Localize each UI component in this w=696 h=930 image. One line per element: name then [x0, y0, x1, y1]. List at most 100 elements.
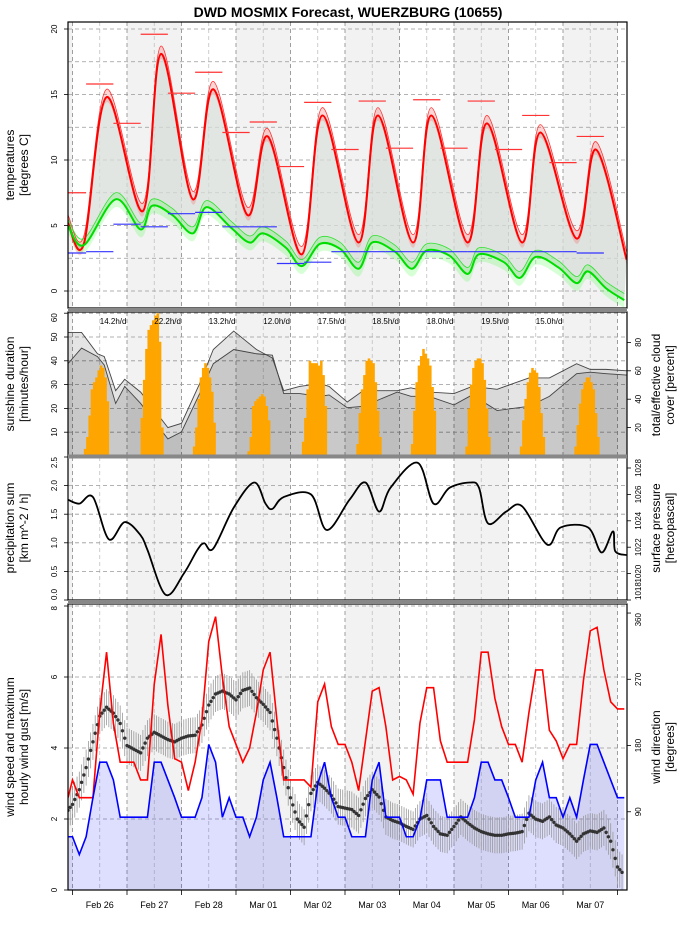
wind-direction-dot: [563, 828, 567, 832]
wind-direction-dot: [123, 736, 127, 740]
cloud-ylabel-line2: cover [percent]: [663, 345, 677, 424]
sunshine-bar: [467, 408, 471, 456]
wind-direction-dot: [531, 815, 536, 819]
sunshine-bar: [417, 365, 421, 456]
sunshine-bar: [431, 386, 434, 456]
sunshine-bar: [158, 341, 162, 456]
wind-direction-dot: [615, 865, 620, 869]
sunshine-bar: [322, 375, 325, 456]
wind-direction-dot: [361, 802, 365, 806]
wind-direction-dot: [291, 803, 295, 807]
sunshine-bar: [90, 389, 94, 456]
wind-direction-dot: [229, 694, 234, 698]
x-tick-label: Mar 05: [467, 900, 495, 910]
sunshine-bar: [538, 386, 541, 456]
wind-direction-dot: [70, 802, 75, 807]
sunshine-ylabel-line1: sunshine duration: [3, 337, 17, 432]
wind-ylabel-line1: wind speed and maximum: [3, 677, 17, 817]
temperature-panel: [68, 33, 627, 308]
sunshine-bar: [478, 358, 482, 456]
wind-direction-ytick: 360: [634, 613, 643, 627]
wind-direction-dot: [234, 698, 238, 702]
sunshine-bar: [524, 398, 527, 456]
sunshine-bar: [360, 389, 364, 456]
sunshine-bar: [206, 367, 210, 456]
sunshine-bar: [208, 377, 212, 456]
sunshine-daily-total: 19.5h/d: [481, 317, 508, 326]
wind-direction-dot: [520, 829, 524, 834]
wind-direction-dot: [565, 830, 570, 834]
wind-direction-dot: [236, 694, 240, 699]
wind-direction-dot: [445, 833, 449, 838]
sunshine-bar: [320, 360, 323, 456]
sunshine-bar: [86, 436, 89, 456]
sunshine-bar: [156, 313, 160, 456]
wind-direction-dot: [300, 822, 304, 827]
sunshine-bar: [199, 377, 203, 456]
sunshine-bar: [310, 363, 314, 456]
cloud-ytick: 80: [634, 337, 643, 346]
x-tick-label: Feb 26: [86, 900, 114, 910]
sunshine-bar: [363, 375, 366, 456]
wind-direction-dot: [247, 686, 252, 690]
sunshine-bar: [590, 382, 593, 456]
sunshine-daily-total: 14.2h/d: [100, 317, 127, 326]
data-marks: 14.2h/d 22.2h/d 13.2h/d 12.0h/d 17.5h/d 18.5h…: [68, 33, 627, 890]
sunshine-bar: [540, 413, 543, 456]
wind-direction-dot: [143, 741, 147, 745]
wind-direction-dot: [379, 801, 384, 806]
sunshine-ylabel: sunshine duration [minutes/hour]: [3, 337, 31, 432]
chart-title: DWD MOSMIX Forecast, WUERZBURG (10655): [194, 4, 503, 20]
wind-direction-dot: [613, 856, 617, 861]
wind-direction-dot: [602, 826, 606, 830]
sunshine-bar: [379, 436, 382, 456]
sunshine-bar: [195, 427, 198, 456]
wind-direction-ytick: 270: [634, 672, 643, 686]
pressure-ylabel-line1: surface pressure: [649, 483, 663, 573]
precipitation-ytick: 2.5: [50, 456, 59, 468]
sunshine-bar: [578, 403, 582, 456]
panel-separator: [68, 454, 627, 459]
sunshine-bar: [251, 406, 255, 456]
wind-direction-dot: [118, 721, 122, 726]
precipitation-ylabel: precipitation sum [km m^-2 / h]: [3, 483, 31, 574]
sunshine-bar: [413, 410, 416, 456]
cloud-ytick: 20: [634, 423, 643, 432]
temperature-ytick: 0: [50, 288, 59, 293]
wind-direction-dot: [352, 809, 356, 814]
wind-direction-dot: [238, 691, 243, 696]
sunshine-bar: [358, 413, 362, 456]
wind-direction-dot: [93, 731, 97, 735]
wind-direction-ytick: 180: [634, 738, 643, 752]
sunshine-bar: [372, 363, 375, 456]
wind-direction-dot: [320, 784, 324, 788]
sunshine-bar: [324, 406, 328, 456]
cloud-ylabel: total/effective cloud cover [percent]: [649, 334, 677, 437]
wind-direction-dot: [254, 695, 259, 700]
sunshine-bar: [92, 382, 96, 456]
sunshine-bar: [149, 325, 153, 456]
sunshine-bar: [265, 406, 269, 456]
shaded-day: [68, 22, 73, 308]
wind-direction-dot: [107, 707, 111, 711]
sunshine-bar: [369, 360, 373, 456]
dewpoint-spread-band: [68, 192, 625, 308]
sunshine-bar: [315, 363, 319, 456]
wind-direction-dot: [259, 700, 263, 704]
wind-direction-dot: [454, 821, 458, 825]
sunshine-bar: [476, 358, 480, 456]
sunshine-bar: [102, 367, 105, 456]
sunshine-bar: [592, 389, 596, 456]
wind-direction-dot: [295, 817, 300, 821]
wind-gust-line: [68, 616, 625, 799]
wind-direction-dot: [309, 791, 313, 796]
x-tick-label: Mar 06: [522, 900, 550, 910]
wind-direction-dot: [450, 827, 454, 832]
x-tick-label: Mar 07: [576, 900, 604, 910]
wind-direction-dot: [552, 820, 556, 825]
wind-direction-dot: [577, 837, 581, 841]
temperature-ylabel-line2: [degrees C]: [17, 134, 31, 196]
wind-direction-dot: [250, 689, 254, 694]
sunshine-bar: [519, 446, 523, 456]
sunshine-bar: [522, 420, 525, 456]
